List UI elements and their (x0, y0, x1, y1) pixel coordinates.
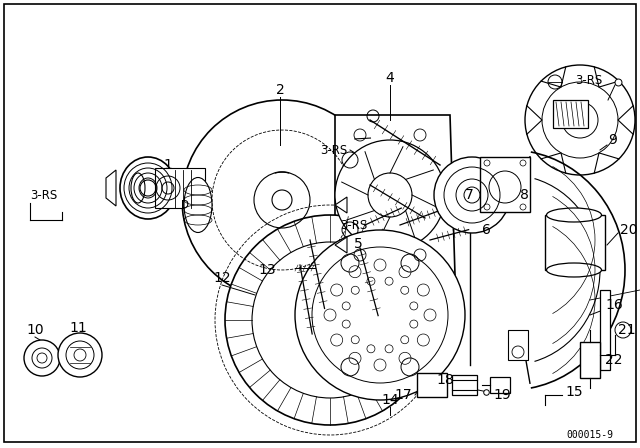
Bar (417, 373, 447, 397)
Ellipse shape (131, 173, 145, 203)
Ellipse shape (547, 208, 602, 222)
Text: 4: 4 (386, 71, 394, 85)
Text: 3-RS: 3-RS (320, 143, 348, 156)
Bar (480, 157, 530, 212)
Text: 6: 6 (482, 223, 491, 237)
Text: 11: 11 (69, 321, 87, 335)
Text: 22: 22 (605, 353, 623, 367)
Text: 19: 19 (493, 388, 511, 402)
Text: 9: 9 (608, 133, 617, 147)
Text: 21: 21 (618, 323, 636, 337)
Circle shape (182, 100, 382, 300)
Text: 20: 20 (620, 223, 637, 237)
Polygon shape (335, 115, 455, 275)
Bar (553, 100, 588, 128)
Text: 3-RS: 3-RS (575, 73, 602, 86)
Text: D: D (181, 200, 189, 210)
Circle shape (335, 140, 445, 250)
Polygon shape (335, 237, 347, 253)
Bar (545, 215, 605, 270)
Text: 18: 18 (436, 373, 454, 387)
Text: 3-RS: 3-RS (30, 189, 57, 202)
Text: 12: 12 (213, 271, 231, 285)
Bar (490, 377, 510, 393)
Text: 13: 13 (258, 263, 276, 277)
Text: 10: 10 (26, 323, 44, 337)
Polygon shape (335, 197, 347, 213)
Bar (508, 330, 528, 360)
Text: 5: 5 (354, 237, 362, 251)
Circle shape (24, 340, 60, 376)
Text: 7: 7 (465, 188, 474, 202)
Text: 16: 16 (605, 298, 623, 312)
Bar (155, 168, 205, 208)
Ellipse shape (184, 177, 212, 233)
Text: 17: 17 (394, 388, 412, 402)
Text: 000015-9: 000015-9 (566, 430, 614, 440)
Text: 2: 2 (276, 83, 284, 97)
Ellipse shape (547, 263, 602, 277)
Text: 15: 15 (565, 385, 582, 399)
Circle shape (295, 230, 465, 400)
Bar (452, 375, 477, 395)
Text: 8: 8 (520, 188, 529, 202)
Circle shape (225, 215, 435, 425)
Text: 3-RS: 3-RS (340, 219, 367, 232)
Text: 1: 1 (164, 158, 172, 172)
Circle shape (58, 333, 102, 377)
Circle shape (525, 65, 635, 175)
Polygon shape (600, 290, 610, 370)
Ellipse shape (120, 157, 176, 219)
Circle shape (434, 157, 510, 233)
Bar (580, 342, 600, 378)
Text: 14: 14 (381, 393, 399, 407)
